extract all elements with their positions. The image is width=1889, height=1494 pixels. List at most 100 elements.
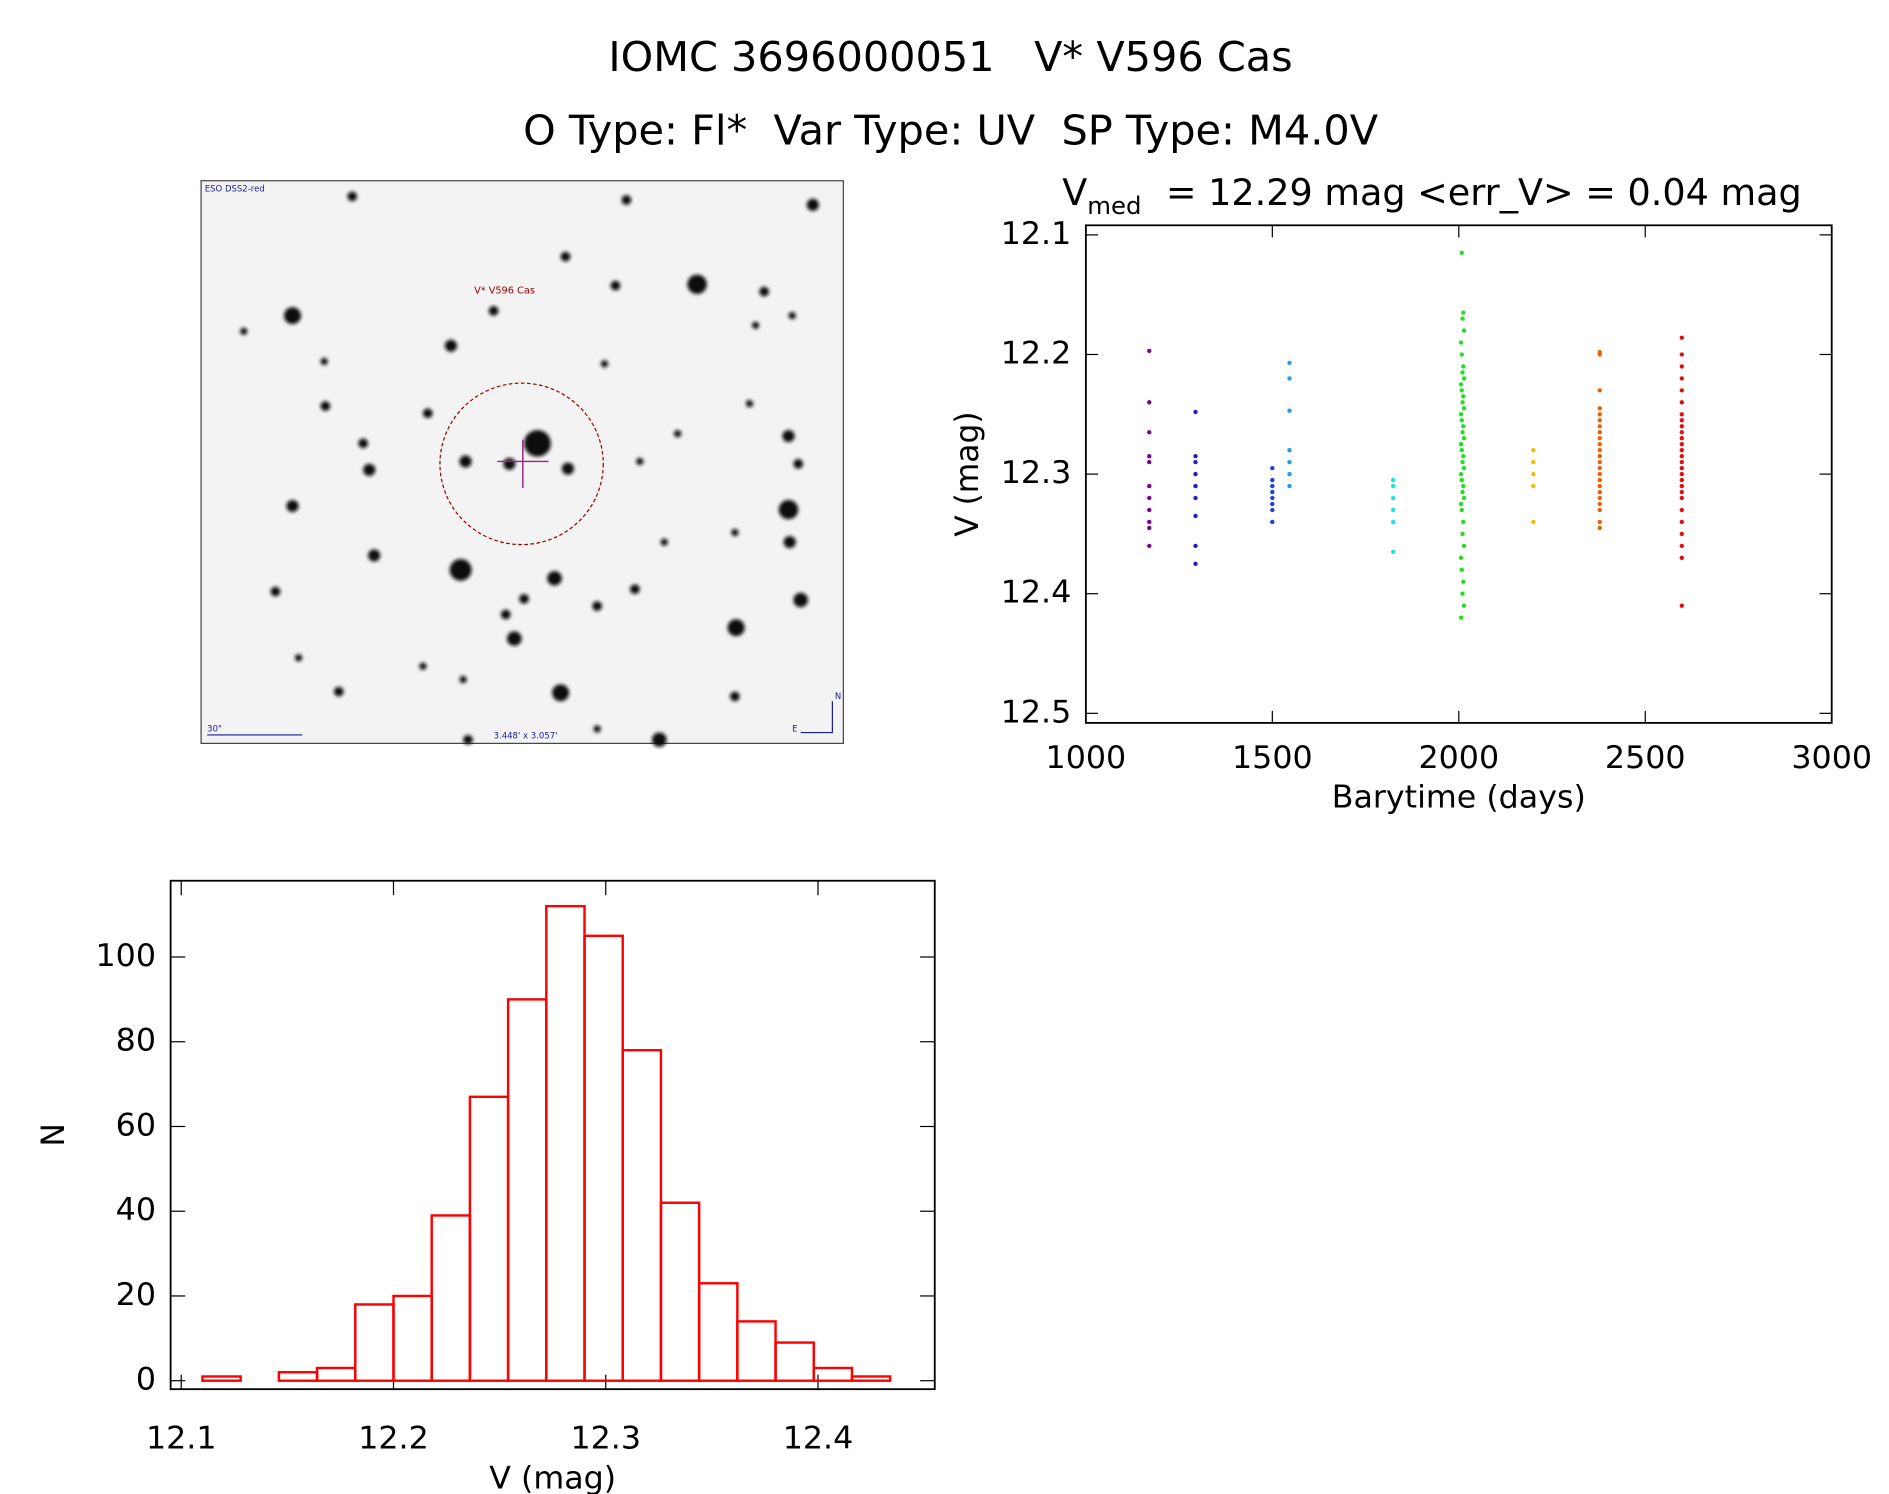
data-point [1597,406,1602,411]
data-point [1458,340,1464,345]
data-point [1679,459,1684,465]
data-point [1461,394,1466,399]
data-point [1270,507,1275,513]
data-point [1459,388,1464,393]
data-point [1147,525,1152,531]
data-point [1193,483,1198,489]
star [731,528,739,537]
data-point [1459,448,1464,453]
histogram-bar [621,1049,663,1382]
data-point [1597,483,1602,489]
histogram-bar [774,1341,815,1382]
star [793,459,804,469]
data-point [1597,388,1602,393]
data-point [1679,400,1684,405]
star [778,500,799,520]
histogram-bar [277,1371,319,1382]
data-point [1679,489,1684,495]
y-tick-label: 80 [116,1023,156,1059]
x-tick-label: 2500 [1605,740,1686,776]
x-tick-label: 12.1 [146,1421,217,1457]
star [652,732,667,747]
y-axis-label: V (mag) [950,411,986,536]
y-tick-label: 12.2 [1001,336,1072,372]
star [782,430,795,443]
star [793,592,809,608]
data-point [1390,549,1396,555]
data-point [1147,459,1152,465]
data-point [1270,477,1275,483]
data-point [1679,507,1684,513]
star [759,286,770,297]
data-point [1147,543,1152,549]
star [593,725,601,733]
data-point [1531,483,1536,489]
data-point [1458,412,1464,417]
star [660,538,668,546]
data-point [1460,459,1465,465]
data-point [1287,483,1292,489]
star [751,321,760,329]
plots: 1000 1500 2000 2500 300012.112.212.312.412.5… [36,216,1872,1494]
x-tick-label: 12.3 [570,1421,641,1457]
data-point [1531,459,1536,465]
data-point [1679,483,1684,489]
data-point [1597,424,1602,429]
star [240,327,248,335]
data-point [1461,465,1467,471]
data-point [1460,400,1465,405]
data-point [1597,477,1602,483]
star [788,312,796,320]
star [419,662,427,670]
y-tick-label: 0 [136,1362,156,1398]
data-point [1193,409,1198,415]
star [560,251,571,262]
data-point [1461,424,1466,429]
data-point [1459,507,1464,513]
star [610,280,621,291]
survey-label: ESO DSS2-red [205,184,265,194]
data-point [1679,364,1684,369]
data-point [1460,316,1465,321]
data-point [1458,471,1464,477]
data-point [1679,531,1684,537]
data-point [1597,465,1602,471]
star [444,339,458,352]
data-point [1679,335,1684,340]
y-tick-label: 20 [116,1277,156,1313]
data-point [1459,418,1464,423]
data-point [1461,519,1466,525]
target-label: V* V596 Cas [474,285,535,296]
data-point [1679,430,1684,435]
data-point [1597,352,1602,357]
data-point [1461,436,1467,441]
star [459,455,472,468]
y-tick-label: 40 [116,1192,156,1228]
star [561,462,575,475]
x-tick-label: 12.4 [783,1421,854,1457]
data-point [1147,483,1152,489]
star [687,274,707,294]
data-point [1679,519,1684,525]
star [320,401,331,411]
data-point [1461,364,1466,369]
star [503,457,516,470]
data-point [1193,459,1198,465]
data-point [1460,489,1465,495]
star [270,586,281,597]
data-point [1147,519,1152,525]
star [422,408,433,419]
data-point [1193,453,1198,459]
title-rest: = 12.29 mag <err_V> = 0.04 mag [1166,171,1802,214]
data-point [1390,483,1396,489]
data-point [1270,489,1275,495]
light-curve-title: Vmed = 12.29 mag <err_V> = 0.04 mag [1062,171,1801,220]
data-point [1597,501,1602,507]
star [363,463,376,476]
data-point [1597,507,1602,513]
star [524,430,551,457]
histogram-bar [392,1294,433,1382]
data-point [1679,555,1684,561]
data-point [1597,495,1602,501]
